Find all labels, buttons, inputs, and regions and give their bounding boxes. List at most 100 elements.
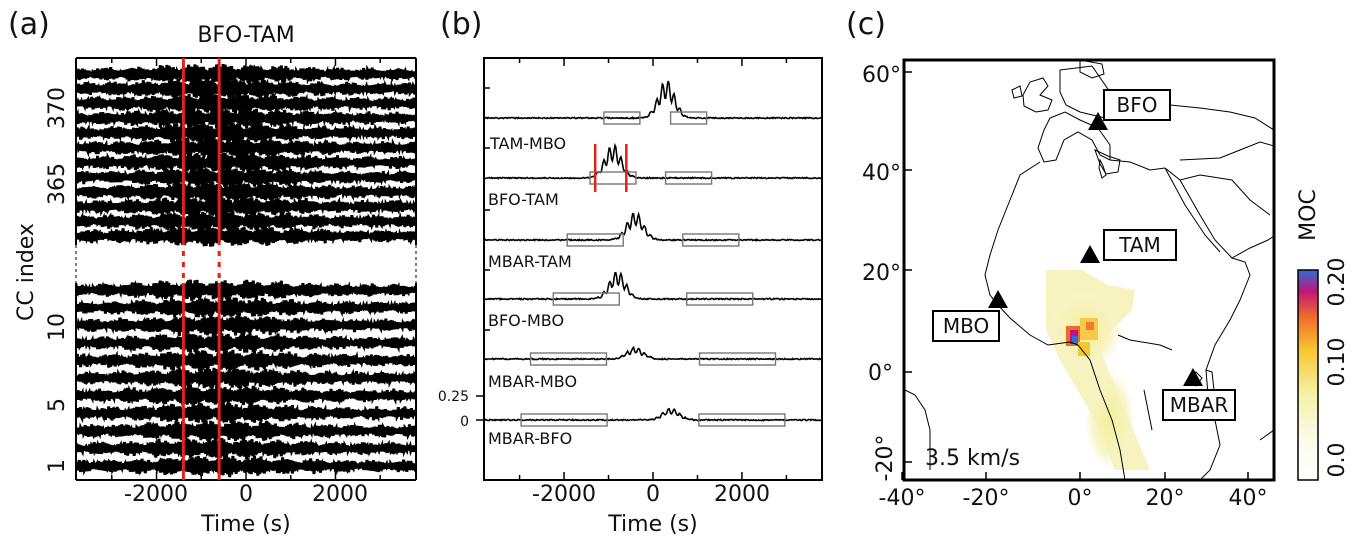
lat-60: 60° xyxy=(862,63,901,88)
window-box-mbar-tam-1 xyxy=(682,233,740,247)
colorbar-tick-020: 0.20 xyxy=(1325,258,1350,307)
trace-cc-361 xyxy=(76,224,416,247)
panel-b-ticks xyxy=(476,58,788,480)
colorbar-label: MOC xyxy=(1296,189,1321,241)
panel-b-traces xyxy=(484,80,822,427)
lat-0: 0° xyxy=(868,361,893,386)
station-mbar-marker xyxy=(1183,368,1203,386)
trace-cc-5 xyxy=(76,384,416,407)
trace-cc-371 xyxy=(76,77,416,101)
panel-b-xlabel: Time (s) xyxy=(607,512,697,537)
trace-cc-363 xyxy=(76,196,416,219)
station-tam-box xyxy=(1103,229,1177,261)
colorbar-tick-0: 0.0 xyxy=(1325,443,1350,478)
trace-cc-6 xyxy=(76,366,416,390)
colorbar-gradient xyxy=(1297,269,1319,481)
window-box-tam-mbo-1 xyxy=(669,111,708,125)
trace-label-bfo-mbo: BFO-MBO xyxy=(488,311,564,330)
window-box-mbar-bfo-1 xyxy=(698,413,786,427)
panel-a-markers xyxy=(181,58,221,480)
trace-mbar-tam xyxy=(484,211,822,242)
lat-20: 20° xyxy=(862,261,901,286)
trace-cc-4 xyxy=(76,402,416,424)
panel-b-scale-0: 0 xyxy=(460,414,469,430)
panel-a-ytick-10: 10 xyxy=(45,313,70,341)
window-box-bfo-mbo-1 xyxy=(686,292,754,306)
panel-a-label: (a) xyxy=(8,7,50,42)
panel-a-ytick-365: 365 xyxy=(45,163,70,205)
panel-a-ytick-370: 370 xyxy=(45,87,70,129)
window-box-bfo-tam-1 xyxy=(664,171,713,185)
panel-c-label: (c) xyxy=(846,7,886,42)
panel-a-xlabel: Time (s) xyxy=(200,512,290,537)
panel-b-scale-025: 0.25 xyxy=(438,389,469,405)
panel-a-ytick-1: 1 xyxy=(45,459,70,473)
station-tam-marker xyxy=(1080,245,1100,263)
panel-a-traces xyxy=(76,63,416,478)
trace-cc-364 xyxy=(76,180,416,203)
stations: BFO TAM MBO MBAR xyxy=(932,89,1236,421)
lat-minus-20: -20° xyxy=(873,435,898,482)
lon-minus-20: -20° xyxy=(963,486,1010,511)
panel-b-xtick-2: 0 xyxy=(646,482,660,507)
panel-a-ticks xyxy=(111,58,381,480)
panel-a-ytick-5: 5 xyxy=(45,398,70,412)
station-bfo-label: BFO xyxy=(1117,93,1158,117)
panel-a-xtick-2: 0 xyxy=(239,482,253,507)
station-tam-label: TAM xyxy=(1118,233,1161,257)
station-bfo-box xyxy=(1103,89,1171,121)
panel-a-xtick-3: 2000 xyxy=(312,482,368,507)
trace-cc-366 xyxy=(76,151,416,174)
trace-bfo-tam xyxy=(484,142,822,180)
trace-cc-11 xyxy=(76,277,416,302)
map xyxy=(904,60,1274,480)
trace-cc-2 xyxy=(76,437,416,460)
station-mbo-marker xyxy=(988,290,1008,308)
panel-a: (a) BFO-TAM -2000 0 2000 Time (s) CC ind… xyxy=(8,7,417,537)
window-box-bfo-tam-0 xyxy=(589,171,637,185)
trace-cc-9 xyxy=(76,313,416,337)
panel-a-title: BFO-TAM xyxy=(197,23,294,48)
trace-label-mbar-tam: MBAR-TAM xyxy=(488,252,572,271)
station-bfo-marker xyxy=(1088,112,1108,130)
trace-label-mbar-mbo: MBAR-MBO xyxy=(488,372,577,391)
panel-b-xtick-1: -2000 xyxy=(532,482,596,507)
trace-mbar-mbo xyxy=(484,345,822,361)
lon-40: 40° xyxy=(1229,486,1268,511)
station-mbo-label: MBO xyxy=(943,314,989,338)
window-box-mbar-bfo-0 xyxy=(520,413,608,427)
trace-bfo-mbo xyxy=(484,271,822,301)
lon-minus-40: -40° xyxy=(879,486,926,511)
colorbar: MOC 0.0 0.10 0.20 xyxy=(1296,189,1350,481)
trace-cc-7 xyxy=(76,349,416,373)
panel-b: (b) TAM-MBO BFO-TAM MBAR-TAM BFO-MBO MBA… xyxy=(438,7,823,537)
panel-a-ylabel: CC index xyxy=(14,223,39,321)
trace-cc-10 xyxy=(76,295,416,318)
window-box-bfo-mbo-0 xyxy=(552,292,620,306)
trace-label-bfo-tam: BFO-TAM xyxy=(488,190,559,209)
panel-b-xtick-3: 2000 xyxy=(714,482,770,507)
trace-cc-372 xyxy=(76,63,416,87)
trace-cc-367 xyxy=(76,136,416,160)
moc-heatmap xyxy=(1046,270,1150,470)
lat-40: 40° xyxy=(862,161,901,186)
panel-b-label: (b) xyxy=(440,7,482,42)
station-mbar-box xyxy=(1162,389,1236,421)
window-box-mbar-mbo-1 xyxy=(698,352,777,366)
station-mbo-box xyxy=(932,310,1000,342)
trace-label-tam-mbo: TAM-MBO xyxy=(489,134,566,153)
trace-cc-1 xyxy=(76,454,416,478)
trace-cc-370 xyxy=(76,91,416,114)
lon-0: 0° xyxy=(1068,486,1093,511)
panel-a-xtick-1: -2000 xyxy=(124,482,188,507)
trace-cc-369 xyxy=(76,106,416,131)
window-box-mbar-mbo-0 xyxy=(529,352,608,366)
trace-cc-8 xyxy=(76,330,416,354)
trace-cc-3 xyxy=(76,419,416,442)
colorbar-tick-010: 0.10 xyxy=(1325,338,1350,387)
map-ticks xyxy=(901,71,1249,480)
panel-c: (c) xyxy=(846,7,1350,511)
station-mbar-label: MBAR xyxy=(1170,393,1229,417)
lon-20: 20° xyxy=(1146,486,1185,511)
